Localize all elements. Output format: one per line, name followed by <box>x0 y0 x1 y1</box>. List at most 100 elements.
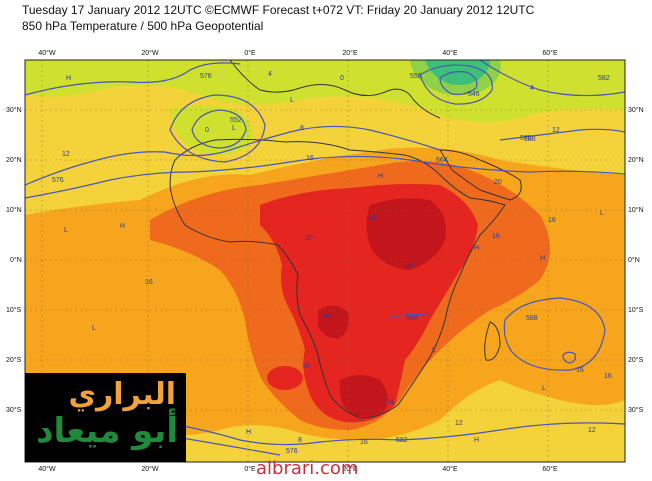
lat-label-right: 20°N <box>628 156 644 164</box>
lon-label-bottom: 40°E <box>442 465 458 473</box>
contour-label: 576 <box>200 73 212 80</box>
latitude-labels: 30°N 20°N 10°N 0°N 10°S 20°S 30°S 30°N 2… <box>6 106 644 414</box>
cool-pocket-w <box>170 105 253 155</box>
low-pressure-label: L <box>432 347 436 354</box>
high-pressure-label: H <box>540 255 545 262</box>
lat-label-left: 30°S <box>6 406 22 414</box>
lon-label-top: 40°E <box>442 49 458 57</box>
extreme-region-north <box>366 198 446 270</box>
contour-label: 12 <box>588 427 596 434</box>
contour-label: 576 <box>52 177 64 184</box>
contour-line-3 <box>24 155 626 199</box>
contour-label: 16 <box>604 373 612 380</box>
contour-label: 20 <box>494 179 502 186</box>
contour-label: 16 <box>306 155 314 162</box>
high-pressure-label: H <box>474 437 479 444</box>
extreme-region-south <box>339 375 388 417</box>
contour-loop-west <box>169 94 266 163</box>
high-pressure-label: H <box>120 223 125 230</box>
lon-label-top: 20°W <box>141 49 159 57</box>
lat-label-right: 30°S <box>628 406 644 414</box>
lat-label-left: 20°N <box>6 156 22 164</box>
contour-label: 16 <box>576 367 584 374</box>
contour-label: 582 <box>396 437 408 444</box>
contour-line-4 <box>479 59 626 97</box>
hot-blob-sw <box>267 366 303 390</box>
contour-value-labels: 576 576 582 588 588 588 582 576 0 0 4 4 … <box>52 71 612 455</box>
contour-label: 24 <box>368 215 376 222</box>
contour-label: 564 <box>436 157 448 164</box>
contour-loop-west-inner <box>191 109 247 149</box>
contour-label: 16 <box>548 217 556 224</box>
lat-label-right: 0°N <box>628 256 640 264</box>
lon-label-top: 60°E <box>542 49 558 57</box>
contour-label: 546 <box>468 91 480 98</box>
site-logo: البراري أبو ميعاد <box>25 373 186 462</box>
contour-line-8 <box>389 313 431 319</box>
contour-loop-se <box>503 297 606 371</box>
longitude-labels: 40°W 20°W 0°E 20°E 40°E 60°E 40°W 20°W 0… <box>38 49 558 473</box>
lon-label-bottom: 20°E <box>342 465 358 473</box>
lat-label-left: 10°S <box>6 306 22 314</box>
watermark-url: albrari.com <box>256 458 359 479</box>
coastline-africa <box>169 138 506 419</box>
low-pressure-label: L <box>290 97 294 104</box>
coastline-arabia <box>439 149 522 201</box>
lon-label-bottom: 40°W <box>38 465 56 473</box>
contour-label: 588 <box>406 315 418 322</box>
contour-label: 12 <box>455 420 463 427</box>
logo-text-top: البراري <box>68 377 176 412</box>
contour-label: 588 <box>524 136 536 143</box>
lat-label-right: 30°N <box>628 106 644 114</box>
contour-label: 24 <box>386 399 394 406</box>
contour-label: 588 <box>526 315 538 322</box>
coastline-madagascar <box>484 321 501 361</box>
lat-label-right: 10°S <box>628 306 644 314</box>
lat-label-left: 0°N <box>10 256 22 264</box>
contour-label: 552 <box>230 117 242 124</box>
contour-line-1 <box>24 62 241 96</box>
contour-label: 8 <box>298 437 302 444</box>
contour-label: 558 <box>410 73 422 80</box>
lat-label-left: 10°N <box>6 206 22 214</box>
contour-label: 16 <box>360 439 368 446</box>
high-pressure-label: H <box>246 429 251 436</box>
extreme-region-west <box>318 305 349 339</box>
map-frame <box>24 59 626 463</box>
lat-label-right: 10°N <box>628 206 644 214</box>
lon-label-top: 0°E <box>244 49 256 57</box>
high-pressure-label: H <box>408 263 413 270</box>
high-pressure-label: H <box>378 173 383 180</box>
low-pressure-label: L <box>92 325 96 332</box>
low-pressure-label: L <box>600 210 604 217</box>
contour-label: 582 <box>598 75 610 82</box>
low-pressure-label: L <box>542 385 546 392</box>
logo-text-bottom: أبو ميعاد <box>36 411 178 451</box>
forecast-title: Tuesday 17 January 2012 12UTC ©ECMWF For… <box>22 3 535 17</box>
contour-loop-ne-inner <box>439 71 478 95</box>
contour-label: 12 <box>62 151 70 158</box>
contour-label: 12 <box>552 127 560 134</box>
high-pressure-label: H <box>474 245 479 252</box>
lat-label-left: 30°N <box>6 106 22 114</box>
contour-label: 0 <box>205 127 209 134</box>
lat-label-right: 20°S <box>628 356 644 364</box>
contour-small-se <box>562 351 577 364</box>
contour-line-5 <box>499 128 626 141</box>
contour-line-2 <box>24 125 441 186</box>
lon-label-bottom: 20°W <box>141 465 159 473</box>
contour-label: 8 <box>300 125 304 132</box>
contour-label: 4 <box>530 85 534 92</box>
forecast-subtitle: 850 hPa Temperature / 500 hPa Geopotenti… <box>22 19 264 33</box>
contour-label: 4 <box>268 71 272 78</box>
lon-label-bottom: 0°E <box>244 465 256 473</box>
pressure-markers: H H H H H H H H L L L L L L L <box>64 75 604 444</box>
low-pressure-label: L <box>64 227 68 234</box>
contour-label: 0 <box>340 75 344 82</box>
contour-loop-ne <box>419 64 493 105</box>
contour-label: 570 <box>520 135 532 142</box>
low-pressure-label: L <box>232 125 236 132</box>
geopotential-contours <box>24 59 626 456</box>
lon-label-top: 20°E <box>342 49 358 57</box>
